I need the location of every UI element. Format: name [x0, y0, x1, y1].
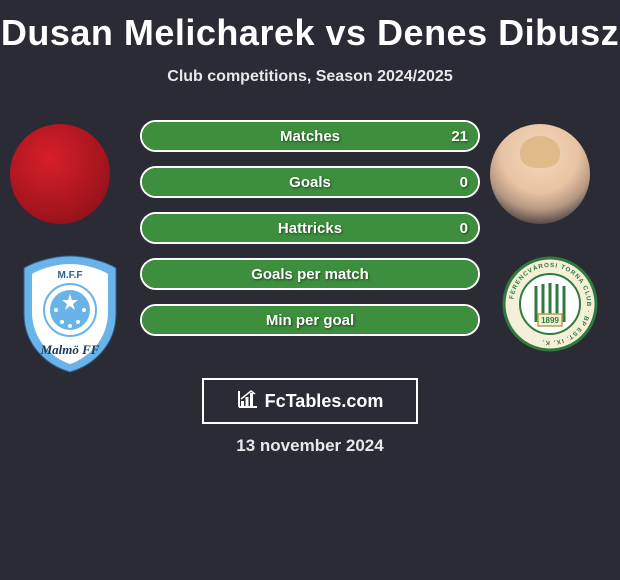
page-subtitle: Club competitions, Season 2024/2025 — [0, 68, 620, 86]
stat-row-matches: Matches 21 — [140, 120, 480, 152]
stat-fill — [142, 260, 478, 288]
brand-text: FcTables.com — [265, 391, 384, 412]
player-right-avatar — [490, 124, 590, 224]
bar-chart-icon — [237, 389, 259, 414]
stat-row-goals-per-match: Goals per match — [140, 258, 480, 290]
stat-row-min-per-goal: Min per goal — [140, 304, 480, 336]
malmo-bottom-text: Malmö FF — [40, 342, 100, 357]
stat-row-goals: Goals 0 — [140, 166, 480, 198]
stat-value-right: 0 — [460, 174, 468, 191]
page-title: Dusan Melicharek vs Denes Dibusz — [0, 0, 620, 54]
stat-value-right: 21 — [451, 128, 468, 145]
club-left-badge: M.F.F Malmö FF — [20, 254, 120, 374]
club-right-badge: FERENCVÁROSI TORNA CLUB · BP EST. IX. K.… — [502, 256, 598, 352]
stat-fill — [142, 306, 478, 334]
ferencvaros-year: 1899 — [541, 316, 559, 325]
player-left-avatar — [10, 124, 110, 224]
stat-fill — [142, 214, 478, 242]
stats-table: Matches 21 Goals 0 Hattricks 0 Goals per… — [140, 120, 480, 350]
stat-fill — [142, 122, 478, 150]
malmo-top-text: M.F.F — [58, 270, 83, 281]
comparison-panel: M.F.F Malmö FF FERENCVÁROSI TORNA CLUB ·… — [0, 120, 620, 380]
stat-value-right: 0 — [460, 220, 468, 237]
brand-box[interactable]: FcTables.com — [202, 378, 418, 424]
stat-row-hattricks: Hattricks 0 — [140, 212, 480, 244]
comparison-date: 13 november 2024 — [0, 436, 620, 456]
stat-fill — [142, 168, 478, 196]
